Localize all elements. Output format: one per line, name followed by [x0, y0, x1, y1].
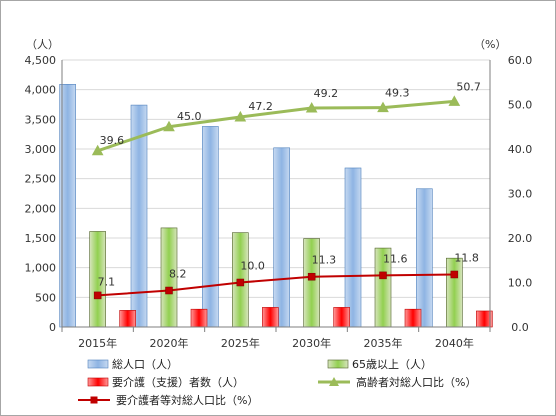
legend-label: 要介護（支援）者数（人） [112, 375, 244, 389]
bar [303, 238, 320, 328]
bar [416, 188, 433, 328]
data-label: 47.2 [248, 100, 272, 113]
right-axis-tick-label: 40.0 [508, 143, 533, 156]
x-axis-tick-label: 2040年 [435, 336, 474, 350]
right-axis-tick-label: 50.0 [508, 99, 533, 112]
left-axis-tick-label: 1,500 [25, 232, 57, 245]
triangle-marker [377, 101, 389, 113]
bar [333, 307, 350, 328]
data-label: 45.0 [177, 110, 202, 123]
bar [344, 167, 362, 328]
bar [273, 147, 290, 328]
right-axis-unit: （%） [474, 38, 506, 51]
bar [404, 308, 422, 328]
legend-swatch [327, 359, 349, 369]
right-axis-tick-label: 20.0 [508, 232, 533, 245]
left-axis-tick-label: 4,000 [25, 84, 57, 97]
legend-label: 総人口（人） [112, 357, 178, 371]
right-axis-tick-label: 60.0 [508, 54, 533, 67]
left-axis-tick-label: 4,500 [25, 54, 57, 67]
data-label: 49.2 [314, 87, 339, 100]
data-label: 50.7 [456, 80, 481, 93]
bar [119, 310, 136, 328]
x-axis-tick-label: 2015年 [78, 336, 117, 350]
data-label: 7.1 [98, 275, 116, 288]
legend-swatch [87, 359, 109, 369]
legend: 総人口（人） 65歳以上（人） 要介護（支援）者数（人） 高齢者対総人口比（%） 要介護… [78, 357, 476, 407]
triangle-marker [163, 120, 175, 132]
bar [202, 126, 219, 328]
bars [59, 84, 493, 328]
legend-square-marker [90, 396, 98, 404]
square-marker [236, 278, 245, 287]
left-axis-tick-label: 2,000 [25, 202, 57, 215]
bar [446, 257, 463, 328]
legend-label: 65歳以上（人） [352, 358, 432, 371]
square-marker [165, 286, 173, 295]
triangle-marker [448, 95, 461, 106]
bar [262, 307, 279, 328]
square-marker [307, 272, 316, 281]
x-axis-tick-label: 2020年 [150, 336, 189, 350]
left-axis-unit: （人） [26, 38, 59, 51]
x-axis-tick-label: 2035年 [364, 336, 403, 350]
triangle-marker [305, 102, 318, 113]
left-axis-tick-label: 2,500 [25, 173, 57, 186]
square-marker [379, 271, 387, 280]
data-label: 11.6 [383, 252, 408, 265]
left-axis-tick-label: 1,000 [25, 262, 57, 275]
left-axis-tick-label: 3,000 [25, 143, 57, 156]
data-label: 11.8 [454, 251, 479, 264]
triangle-marker [91, 144, 104, 156]
series-line [97, 273, 455, 297]
left-axis-tick-label: 0 [49, 321, 56, 334]
data-label: 39.6 [100, 134, 125, 147]
bar [190, 308, 208, 328]
left-axis-tick-label: 3,500 [25, 113, 57, 126]
right-axis-tick-label: 30.0 [508, 188, 533, 201]
legend-label: 要介護者等対総人口比（%） [116, 393, 258, 407]
data-label: 49.3 [385, 87, 410, 100]
series-line [97, 99, 455, 153]
axes: 0 500 1,000 1,500 2,000 2,500 3,000 3,500 4,000 4… [25, 38, 533, 350]
data-label: 8.2 [169, 268, 187, 281]
legend-swatch [87, 377, 109, 387]
lines [91, 95, 461, 300]
right-axis-tick-label: 10.0 [508, 277, 533, 290]
square-marker [450, 270, 459, 279]
data-labels: 39.6 45.0 47.2 49.2 49.3 50.7 7.1 8.2 10.0 11.3 11… [98, 80, 481, 288]
left-axis-tick-label: 500 [35, 291, 56, 304]
legend-triangle-marker [329, 377, 339, 386]
data-label: 10.0 [240, 260, 264, 273]
legend-label: 高齢者対総人口比（%） [356, 375, 476, 389]
right-axis-tick-label: 0.0 [511, 321, 529, 334]
square-marker [93, 291, 102, 300]
triangle-marker [234, 110, 247, 122]
data-label: 11.3 [312, 254, 337, 267]
x-axis-tick-label: 2030年 [292, 336, 331, 350]
x-axis-tick-label: 2025年 [221, 336, 260, 350]
